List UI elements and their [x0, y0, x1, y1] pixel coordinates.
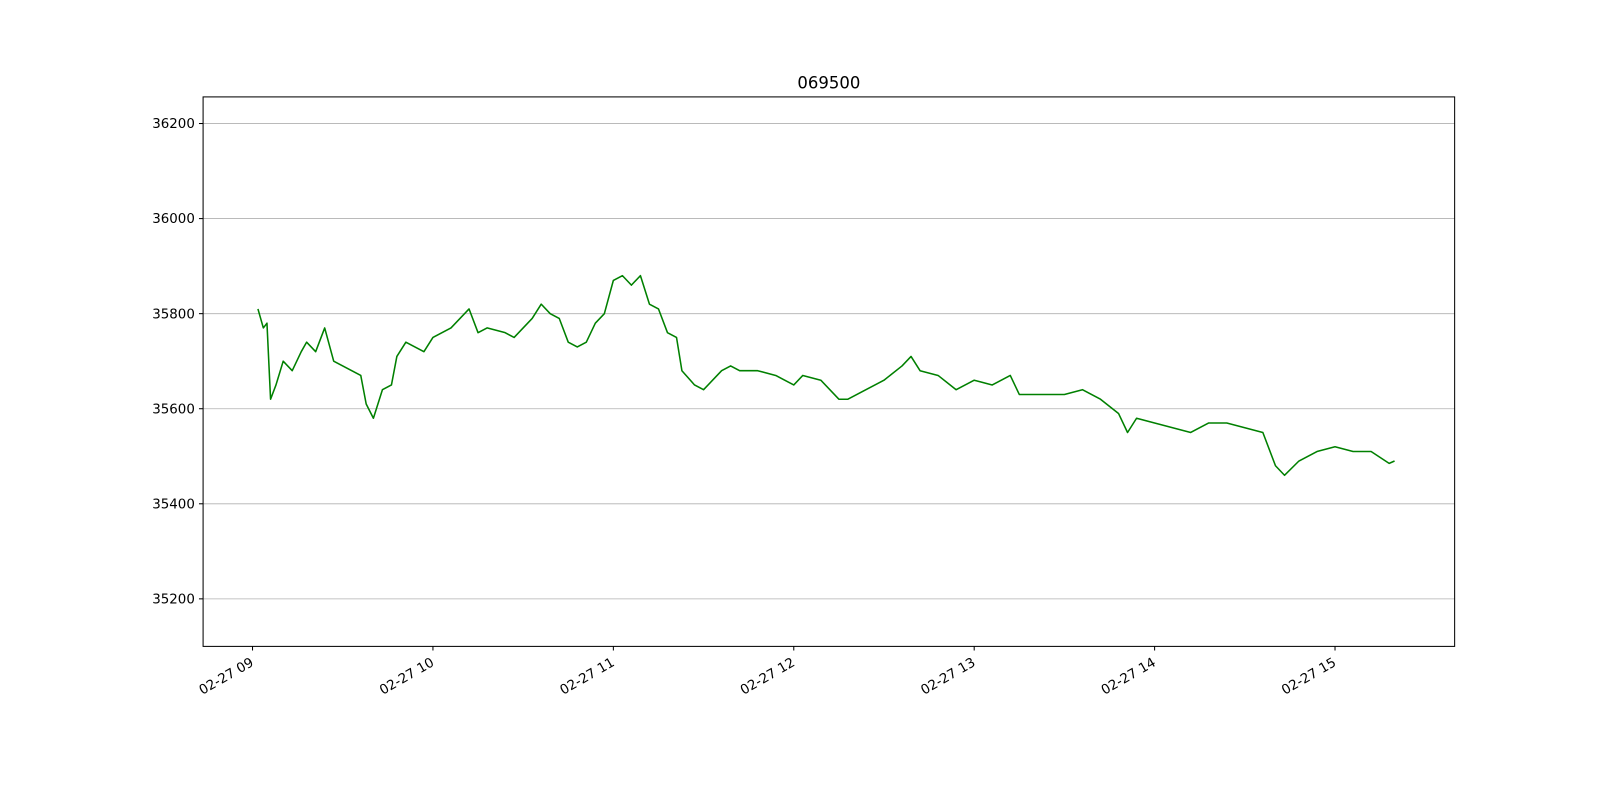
- y-tick-label: 35200: [152, 592, 195, 607]
- x-tick-label: 02-27 15: [1279, 655, 1339, 698]
- x-tick-label: 02-27 14: [1099, 655, 1159, 698]
- x-tick-label: 02-27 13: [919, 655, 979, 698]
- x-tick-label: 02-27 09: [197, 655, 257, 698]
- y-tick-label: 35600: [152, 402, 195, 417]
- chart-title: 069500: [797, 74, 860, 93]
- y-tick-label: 36000: [152, 212, 195, 227]
- x-tick-label: 02-27 12: [738, 655, 798, 698]
- plot-frame: [202, 96, 1456, 647]
- x-tick-label: 02-27 10: [377, 655, 437, 698]
- y-tick-label: 35800: [152, 307, 195, 322]
- y-tick-label: 36200: [152, 117, 195, 132]
- y-tick-label: 35400: [152, 497, 195, 512]
- x-tick-label: 02-27 11: [558, 655, 618, 698]
- price-line: [257, 274, 1395, 477]
